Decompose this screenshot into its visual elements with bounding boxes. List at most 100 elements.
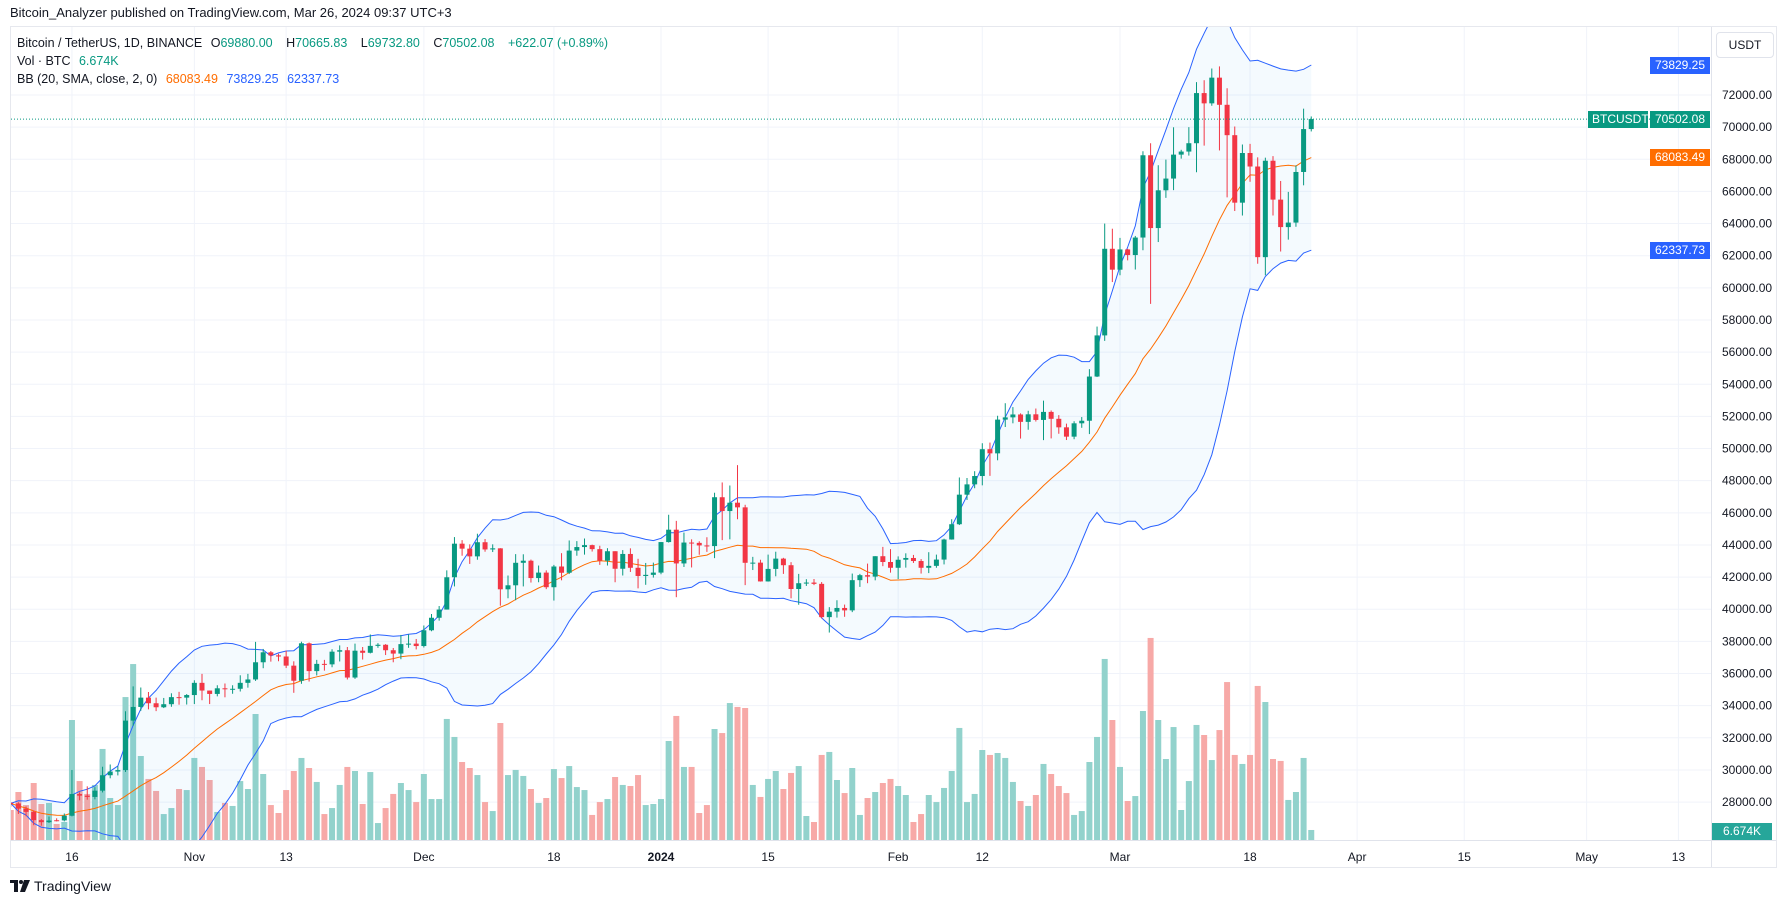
- candle-body: [344, 650, 350, 678]
- candle-body: [474, 542, 480, 557]
- candle-body: [1278, 199, 1284, 228]
- volume-bar: [482, 802, 489, 840]
- candle: [1178, 149, 1184, 159]
- volume-bar: [1109, 720, 1116, 840]
- candle-body: [1247, 153, 1253, 167]
- candle: [406, 634, 412, 648]
- candle-body: [1041, 411, 1046, 420]
- volume-bar: [497, 723, 504, 840]
- volume-bar: [153, 790, 160, 840]
- volume-bar: [818, 754, 825, 840]
- volume-bar: [283, 790, 290, 840]
- candle-body: [513, 562, 519, 586]
- low-value: 69732.80: [367, 36, 420, 50]
- candle: [15, 802, 21, 814]
- currency-button[interactable]: USDT: [1716, 32, 1774, 58]
- candle-body: [1285, 222, 1291, 228]
- candle: [1102, 223, 1108, 341]
- candle-body: [528, 560, 534, 579]
- candle: [161, 697, 167, 709]
- candle: [383, 644, 389, 656]
- time-tick-label: May: [1575, 850, 1598, 864]
- candle: [857, 573, 863, 587]
- volume-label[interactable]: Vol · BTC: [17, 54, 71, 68]
- volume-bar: [168, 808, 175, 840]
- volume-bar: [413, 802, 420, 840]
- candle-body: [230, 688, 236, 690]
- volume-bar: [650, 804, 657, 840]
- volume-bar: [1185, 781, 1192, 840]
- price-axis[interactable]: 72000.00 70000.00 68000.00 66000.00 64000.00…: [1722, 88, 1772, 809]
- volume-bar: [1040, 763, 1047, 840]
- time-tick-label: 13: [1672, 850, 1686, 864]
- price-tick-label: 58000.00: [1722, 313, 1772, 327]
- candle-body: [673, 529, 679, 564]
- candle: [696, 541, 702, 555]
- candle: [1239, 144, 1245, 216]
- bb-basis-value: 68083.49: [165, 72, 218, 86]
- bb-label[interactable]: BB (20, SMA, close, 2, 0): [17, 72, 158, 86]
- symbol-title[interactable]: Bitcoin / TetherUS, 1D, BINANCE: [17, 36, 203, 50]
- candle: [360, 647, 366, 660]
- candle-body: [1209, 77, 1215, 104]
- candle-body: [880, 556, 886, 562]
- candle-body: [1140, 155, 1146, 238]
- volume-bar: [405, 790, 412, 840]
- volume-bar: [428, 799, 435, 840]
- price-tick-label: 60000.00: [1722, 281, 1772, 295]
- candle: [214, 685, 220, 697]
- close-label: C: [433, 36, 443, 50]
- tradingview-logo[interactable]: TradingView: [10, 878, 111, 894]
- candle-body: [620, 553, 626, 569]
- volume-bar: [374, 823, 381, 840]
- candle: [888, 549, 893, 573]
- volume-bar: [1086, 762, 1093, 840]
- time-axis[interactable]: 16 Nov 13 Dec 18 2024 15 Feb 12 Mar 18 Apr 15 May 13: [65, 850, 1685, 864]
- volume-bar: [1292, 792, 1299, 840]
- candle-body: [291, 665, 297, 681]
- candle-body: [612, 551, 618, 569]
- volume-bar: [160, 814, 167, 840]
- volume-bar: [757, 796, 764, 840]
- candle-body: [15, 803, 21, 809]
- candle-body: [796, 583, 802, 589]
- candle-body: [306, 643, 312, 672]
- candle-body: [650, 572, 656, 575]
- candle: [528, 559, 534, 583]
- volume-bar: [1193, 724, 1200, 840]
- candle-body: [742, 507, 748, 563]
- candle: [620, 550, 626, 576]
- volume-bar: [137, 756, 144, 840]
- candle: [1086, 369, 1092, 435]
- candle-body: [1125, 249, 1131, 256]
- candle: [1109, 228, 1115, 283]
- candle: [513, 554, 519, 601]
- candle: [268, 651, 274, 662]
- volume-bar: [826, 751, 833, 840]
- candle-body: [1293, 171, 1299, 223]
- candle-body: [31, 811, 37, 821]
- volume-bar: [1025, 805, 1032, 840]
- candle-body: [46, 820, 52, 823]
- candle-body: [574, 547, 580, 551]
- candle: [38, 819, 44, 826]
- volume-bar: [673, 715, 680, 840]
- volume-bar: [1208, 760, 1215, 840]
- candle-body: [689, 542, 695, 544]
- volume-bar: [237, 781, 244, 840]
- volume-bar: [206, 780, 213, 840]
- legend-symbol-row: Bitcoin / TetherUS, 1D, BINANCE O69880.0…: [17, 36, 613, 50]
- volume-bar: [352, 771, 358, 840]
- candle-body: [589, 545, 595, 550]
- volume-bar: [887, 778, 894, 840]
- candle-body: [352, 650, 358, 678]
- volume-bar: [1063, 793, 1070, 840]
- volume-bar: [956, 727, 963, 840]
- volume-bar: [703, 805, 710, 840]
- candle-body: [551, 566, 557, 588]
- volume-bar: [466, 768, 473, 840]
- volume-bar: [1224, 682, 1231, 840]
- volume-bar: [612, 777, 619, 840]
- candle-body: [1155, 190, 1161, 229]
